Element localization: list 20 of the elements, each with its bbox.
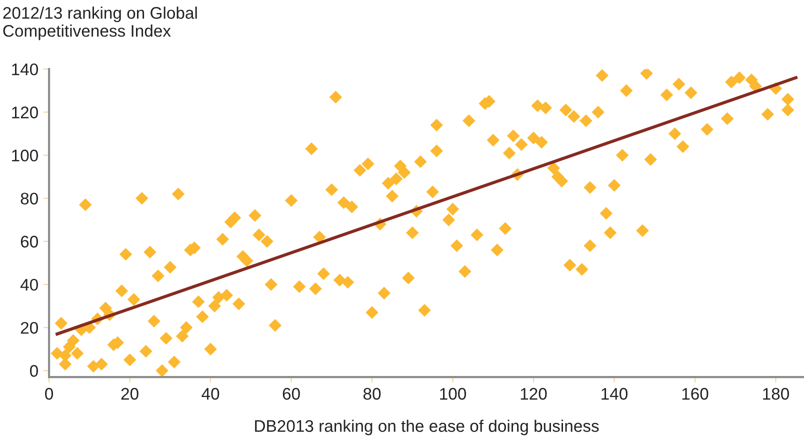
x-axis-title: DB2013 ranking on the ease of doing business xyxy=(255,420,599,436)
x-tick-label: 0 xyxy=(45,388,54,400)
y-tick-label: 40 xyxy=(20,278,38,291)
y-tick-label: 140 xyxy=(12,63,38,76)
y-tick-label: 20 xyxy=(20,322,38,334)
x-tick-label: 160 xyxy=(682,388,708,400)
x-tick-label: 80 xyxy=(363,388,381,400)
y-tick-label: 80 xyxy=(20,192,38,205)
y-tick-label: 0 xyxy=(30,365,38,377)
x-tick-label: 140 xyxy=(602,388,628,400)
x-tick-label: 120 xyxy=(520,388,547,400)
x-tick-label: 60 xyxy=(282,388,300,400)
y-axis-title: 2012/13 ranking on Global Competitiveness Index xyxy=(3,6,197,40)
x-tick-label: 180 xyxy=(763,388,789,400)
y-tick-label: 60 xyxy=(20,236,38,248)
x-tick-label: 100 xyxy=(440,388,466,400)
y-tick-label: 120 xyxy=(12,106,38,118)
y-tick-label: 100 xyxy=(12,150,38,162)
x-tick-label: 40 xyxy=(202,388,220,400)
x-tick-label: 20 xyxy=(121,388,138,400)
